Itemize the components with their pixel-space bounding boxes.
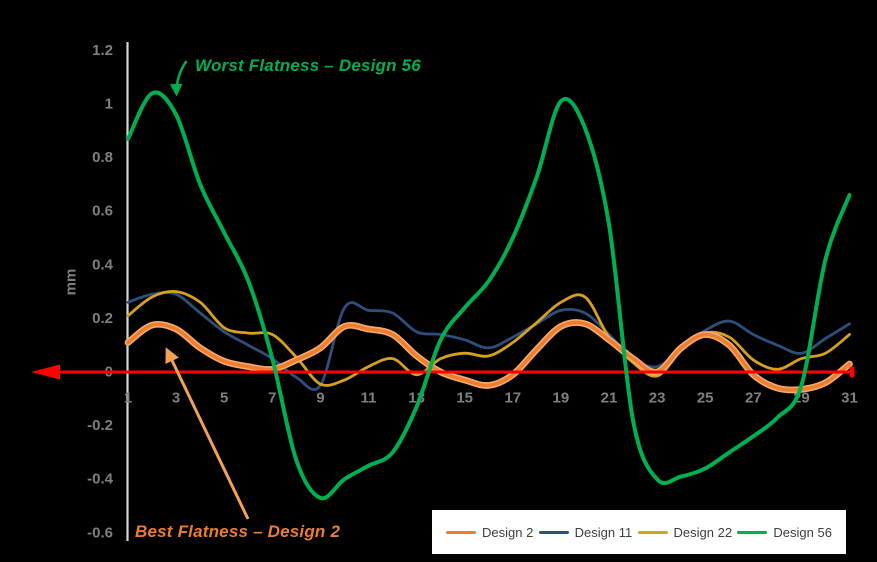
- legend-item-design-11: Design 11: [538, 524, 633, 540]
- y-tick-label: 0.8: [92, 149, 113, 166]
- zero-line-left-arrowhead: [31, 364, 60, 380]
- y-tick-label: -0.2: [87, 417, 113, 434]
- series-line-design-2: [126, 320, 852, 392]
- series-line-design-56: [126, 90, 852, 501]
- x-tick-label: 25: [697, 390, 714, 407]
- legend-marker-design-22: [637, 530, 668, 534]
- series-line-design-11: [126, 291, 851, 392]
- y-tick-label: -0.4: [87, 471, 114, 488]
- zero-line-end-cap: [849, 366, 855, 378]
- best-flatness-arrow: [165, 347, 250, 520]
- x-tick-label: 27: [745, 390, 762, 407]
- legend-marker-design-11: [538, 530, 569, 534]
- legend-marker-design-2: [446, 530, 476, 534]
- legend-label-design-11: Design 11: [574, 524, 633, 540]
- annotation-best-flatness: Best Flatness – Design 2: [135, 522, 341, 541]
- y-tick-label: 0.6: [92, 203, 113, 220]
- y-tick-label: -0.6: [87, 524, 113, 541]
- legend-label-design-2: Design 2: [482, 524, 534, 540]
- x-tick-label: 11: [361, 390, 377, 407]
- x-tick-label: 15: [456, 390, 473, 407]
- x-tick-label: 23: [649, 390, 666, 407]
- y-axis-title: mm: [63, 269, 80, 296]
- worst-flatness-arrow: [169, 60, 188, 97]
- x-tick-label: 7: [268, 390, 276, 407]
- legend-box: Design 2 Design 11 Design 22 Design 56: [432, 510, 846, 554]
- x-tick-label: 1: [124, 390, 132, 407]
- x-tick-label: 19: [553, 390, 570, 407]
- series-line-design-22: [126, 290, 851, 387]
- y-tick-label: 1: [105, 96, 113, 113]
- x-tick-label: 3: [172, 390, 180, 407]
- legend-item-design-22: Design 22: [637, 524, 733, 540]
- x-tick-label: 31: [841, 390, 858, 407]
- x-tick-label: 17: [504, 390, 521, 407]
- legend-label-design-22: Design 22: [673, 524, 733, 540]
- legend-marker-design-56: [737, 530, 768, 534]
- x-tick-label: 21: [601, 390, 618, 407]
- x-tick-label: 9: [316, 390, 324, 407]
- annotation-worst-flatness: Worst Flatness – Design 56: [195, 56, 421, 75]
- legend-item-design-2: Design 2: [446, 525, 533, 540]
- x-tick-label: 5: [220, 390, 228, 407]
- y-tick-label: 0.2: [92, 310, 113, 327]
- y-tick-label: 1.2: [92, 42, 113, 59]
- legend-label-design-56: Design 56: [773, 524, 832, 540]
- y-tick-label: 0.4: [92, 256, 114, 273]
- legend-item-design-56: Design 56: [737, 525, 832, 540]
